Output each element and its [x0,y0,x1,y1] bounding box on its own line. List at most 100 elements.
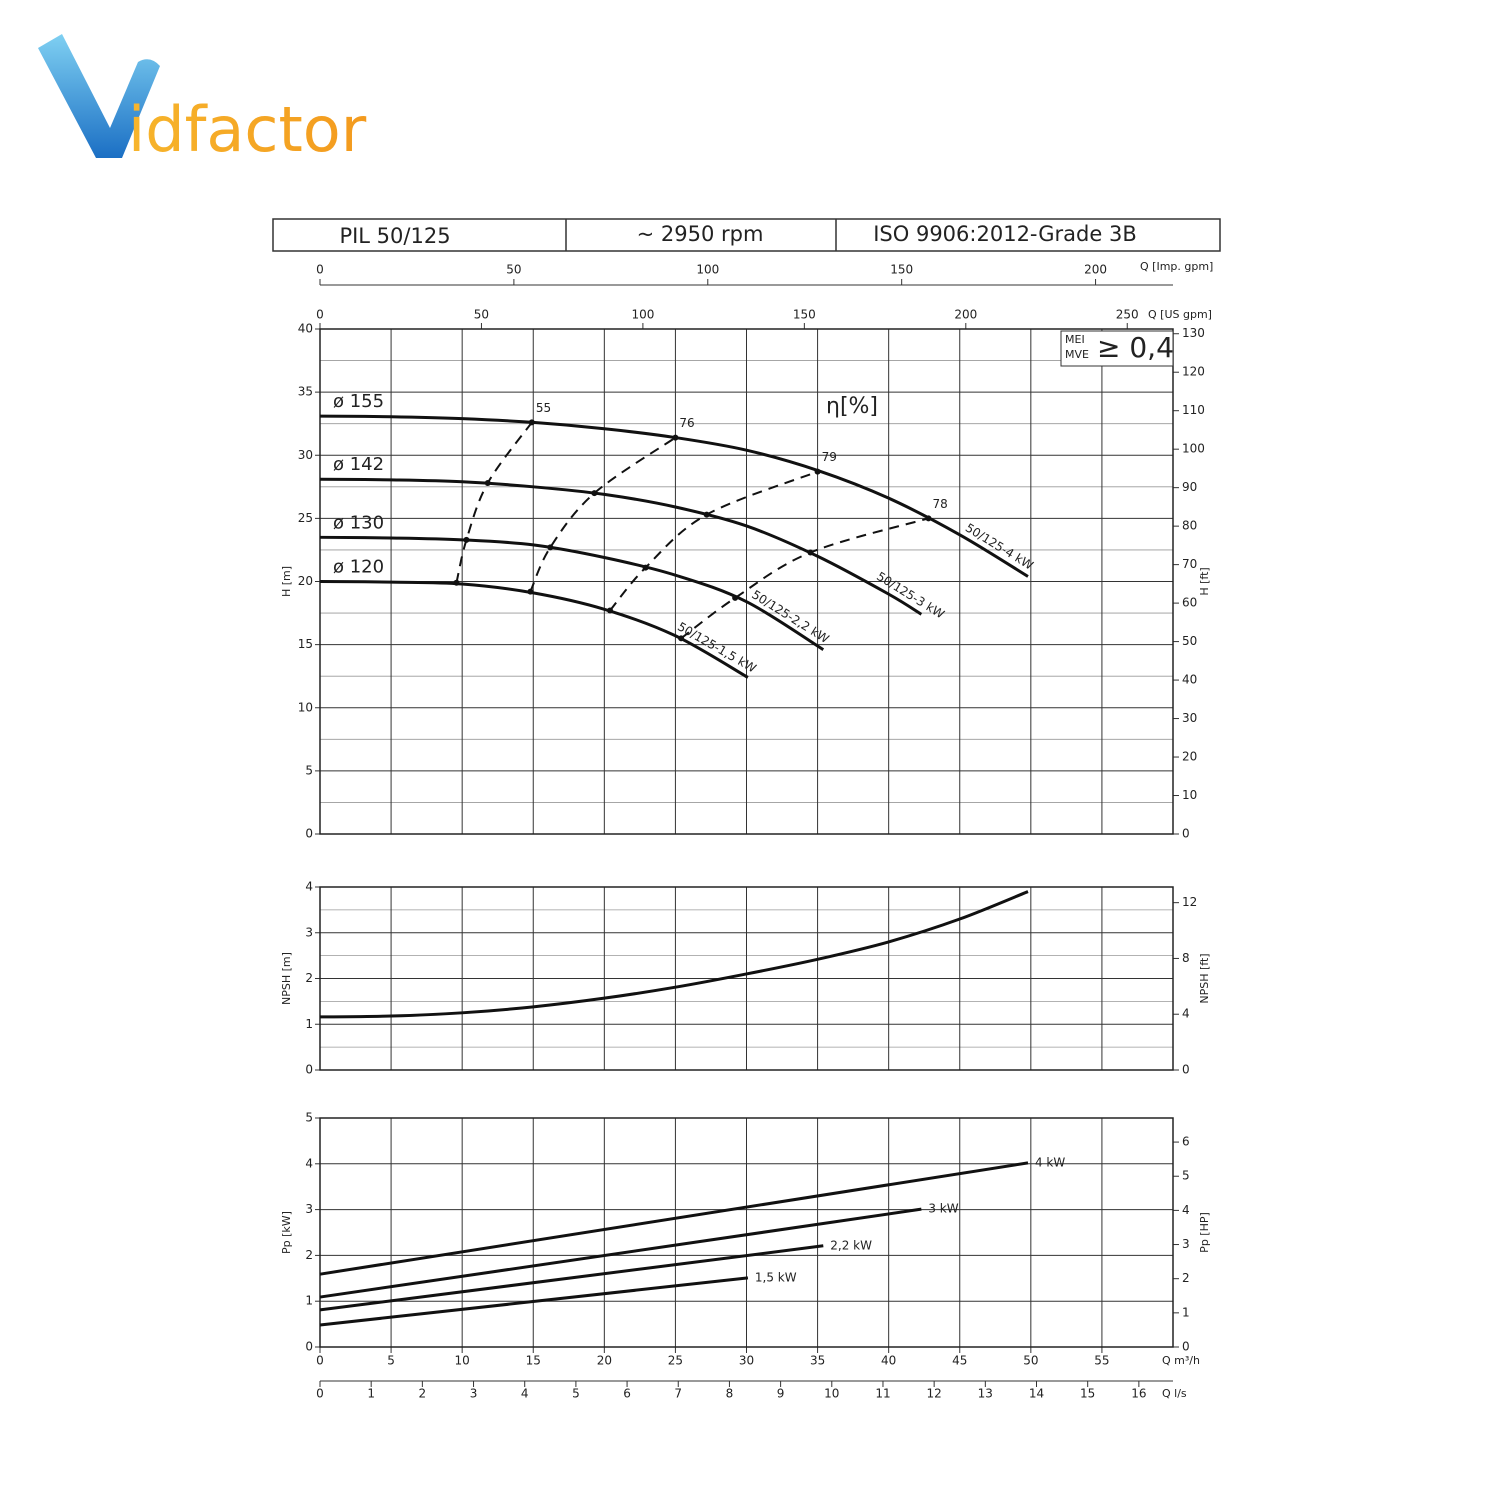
y2-tick-label: 110 [1182,403,1205,417]
y2-tick-label: 130 [1182,326,1205,340]
y-tick-label: 35 [298,385,313,399]
x-tick-label: 4 [521,1387,529,1401]
series-label: ø 142 [333,454,384,475]
badge-line: MEI [1065,333,1085,346]
x-tick-label: 0 [316,1354,324,1368]
x-tick-label: 3 [470,1387,478,1401]
efficiency-curve [609,470,818,612]
logo-mark [38,34,160,158]
x-tick-label: 10 [455,1354,470,1368]
efficiency-point [528,419,535,426]
x-tick-label: 50 [474,308,489,322]
curve [319,1244,824,1312]
series-label: ø 120 [333,557,384,578]
x-tick-label: 150 [793,308,816,322]
efficiency-point [672,434,679,441]
badge-box [1060,330,1174,367]
x-tick-label: 16 [1131,1387,1146,1401]
logo-text: idfactor [128,93,367,166]
series-label: 4 kW [1035,1155,1065,1169]
curve [319,1161,1029,1276]
efficiency-point [925,515,932,522]
efficiency-point [703,511,710,518]
series-label: 1,5 kW [755,1270,797,1284]
x-tick-label: 100 [696,263,719,277]
y2-axis-title: Pp [HP] [1198,1212,1211,1253]
y2-tick-label: 100 [1182,442,1205,456]
y-tick-label: 10 [298,700,313,714]
axis-title: Q [US gpm] [1148,308,1212,321]
x-tick-label: 35 [810,1354,825,1368]
y-tick-label: 2 [305,1248,313,1262]
y2-tick-label: 4 [1182,1203,1190,1217]
x-tick-label: 1 [367,1387,375,1401]
x-tick-label: 0 [316,308,324,322]
y2-axis-title: NPSH [ft] [1198,953,1211,1003]
efficiency-title: η[%] [826,394,878,419]
y2-tick-label: 60 [1182,596,1197,610]
y2-tick-label: 4 [1182,1007,1190,1021]
efficiency-point [527,588,534,595]
curve [319,890,1029,1019]
y2-tick-label: 90 [1182,480,1197,494]
x-tick-label: 0 [316,1387,324,1401]
logo: idfactor [38,34,367,166]
x-tick-label: 45 [952,1354,967,1368]
axis-title: Q m³/h [1162,1354,1200,1367]
header-speed: ~ 2950 rpm [637,222,764,246]
x-tick-label: 12 [927,1387,942,1401]
efficiency-point [642,564,649,571]
y-tick-label: 20 [298,574,313,588]
y2-tick-label: 80 [1182,519,1197,533]
curve [319,477,923,616]
x-tick-label: 50 [1023,1354,1038,1368]
y2-axis-title: H [ft] [1198,567,1211,595]
y2-tick-label: 5 [1182,1169,1190,1183]
y2-tick-label: 8 [1182,951,1190,965]
x-tick-label: 8 [726,1387,734,1401]
y-axis-title: H [m] [280,566,293,597]
y2-tick-label: 3 [1182,1237,1190,1251]
y-tick-label: 5 [305,763,313,777]
header-model: PIL 50/125 [339,224,450,248]
y2-tick-label: 50 [1182,634,1197,648]
mei-badge: MEI MVE ≥ 0,4 [1060,330,1174,367]
y-tick-label: 30 [298,448,313,462]
y2-tick-label: 12 [1182,895,1197,909]
y-tick-label: 0 [305,827,313,841]
curve [319,1276,749,1327]
x-tick-label: 10 [824,1387,839,1401]
x-tick-label: 40 [881,1354,896,1368]
series-label: 3 kW [928,1202,958,1216]
y-axis-title: NPSH [m] [280,952,293,1005]
efficiency-label: 76 [679,416,694,430]
curve [319,535,825,651]
efficiency-point [484,480,491,487]
efficiency-point [807,549,814,556]
header-box [272,218,1221,252]
x-tick-label: 9 [777,1387,785,1401]
axis-title: Q l/s [1162,1387,1187,1400]
efficiency-curve [680,517,929,640]
y-tick-label: 15 [298,637,313,651]
y2-tick-label: 120 [1182,365,1205,379]
x-tick-label: 25 [668,1354,683,1368]
x-tick-label: 14 [1029,1387,1044,1401]
badge-value: ≥ 0,4 [1097,331,1174,364]
efficiency-point [814,468,821,475]
y2-tick-label: 20 [1182,750,1197,764]
y2-tick-label: 1 [1182,1305,1190,1319]
curve [319,580,749,679]
y2-tick-label: 6 [1182,1135,1190,1149]
y-tick-label: 1 [305,1017,313,1031]
x-tick-label: 200 [954,308,977,322]
y2-tick-label: 0 [1182,827,1190,841]
x-tick-label: 20 [597,1354,612,1368]
x-tick-label: 15 [1080,1387,1095,1401]
y-tick-label: 0 [305,1063,313,1077]
y-tick-label: 1 [305,1294,313,1308]
series-label: ø 155 [333,391,384,412]
x-tick-label: 5 [572,1387,580,1401]
